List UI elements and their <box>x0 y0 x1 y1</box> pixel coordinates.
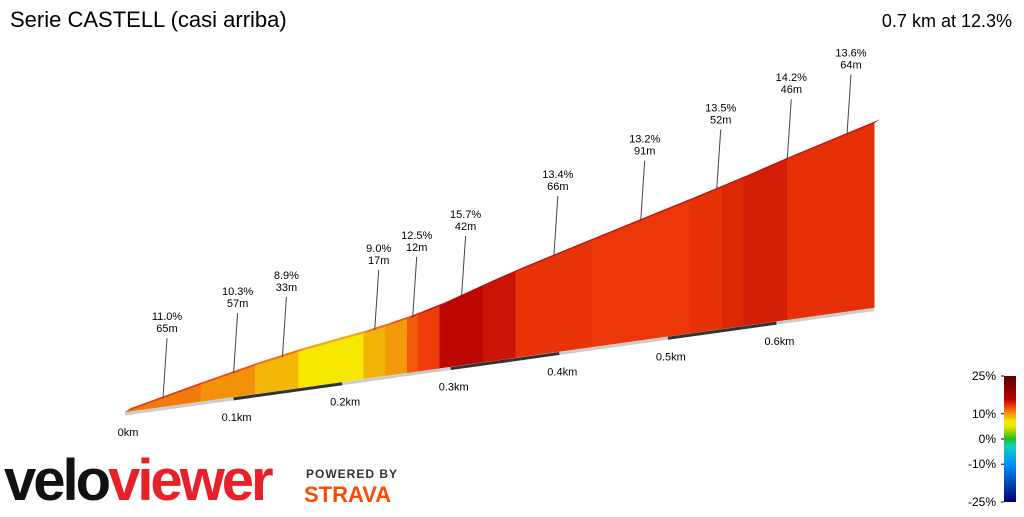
top-edge <box>407 310 425 319</box>
summary: 0.7 km at 12.3% <box>882 11 1012 31</box>
top-edge <box>591 196 696 241</box>
annotation-length: 52m <box>710 114 731 126</box>
x-tick-label: 0.2km <box>330 397 360 409</box>
colorbar-label: 0% <box>979 432 997 446</box>
distance-band <box>450 351 560 371</box>
top-edge <box>385 314 414 327</box>
colorbar <box>1004 376 1016 502</box>
chart-title: Serie CASTELL (casi arriba) <box>10 7 287 32</box>
annotation-grade: 13.4% <box>542 169 573 181</box>
colorbar-label: -25% <box>968 495 996 509</box>
colorbar-label: 25% <box>972 369 996 383</box>
annotation-leader <box>374 269 380 330</box>
x-tick-label: 0.4km <box>547 366 577 378</box>
colorbar-label: 10% <box>972 407 996 421</box>
annotation-leader <box>281 296 287 357</box>
annotation-grade: 13.5% <box>705 102 736 114</box>
top-edge <box>298 329 370 352</box>
strava-logo: STRAVA <box>304 482 391 507</box>
top-edge <box>418 302 446 315</box>
x-tick-label: 0.5km <box>656 351 686 363</box>
top-edge <box>515 236 598 272</box>
annotation-grade: 14.2% <box>776 72 807 84</box>
annotation-length: 46m <box>781 84 802 96</box>
logo-velo: velo <box>4 448 110 512</box>
x-tick-label: 0.6km <box>764 336 794 348</box>
annotation-leader <box>716 129 722 190</box>
annotation-length: 64m <box>840 59 861 71</box>
x-tick-label: 0.1km <box>222 412 252 424</box>
colorbar-label: -10% <box>968 457 996 471</box>
annotation-length: 57m <box>227 298 248 310</box>
annotation-grade: 11.0% <box>152 311 183 323</box>
annotation-leader <box>846 74 852 135</box>
grade-segment <box>591 200 690 348</box>
top-edge <box>689 183 729 201</box>
top-edge <box>125 380 207 412</box>
distance-band <box>667 321 777 340</box>
annotation-grade: 12.5% <box>401 230 432 242</box>
grade-segment <box>385 318 408 377</box>
grade-segment <box>482 271 517 363</box>
top-edge <box>722 174 750 188</box>
annotation-leader <box>412 256 418 317</box>
annotation-grade: 13.2% <box>629 134 660 146</box>
grade-segment <box>743 158 788 327</box>
annotation-length: 66m <box>547 181 568 193</box>
grade-segment <box>417 305 441 372</box>
x-tick-label: 0km <box>118 427 139 439</box>
annotation-grade: 9.0% <box>366 243 391 255</box>
annotation-length: 65m <box>156 323 177 335</box>
annotation-leader <box>553 196 559 257</box>
x-tick-label: 0.3km <box>439 382 469 394</box>
distance-band <box>233 382 343 401</box>
grade-segment <box>406 314 419 373</box>
annotation-leader <box>233 313 239 374</box>
annotation-grade: 10.3% <box>222 286 253 298</box>
top-edge <box>439 282 490 307</box>
annotation-leader <box>786 99 792 160</box>
annotation-leader <box>162 338 168 399</box>
grade-segment <box>439 285 484 369</box>
grade-segment <box>515 240 593 358</box>
annotation-leader <box>640 160 646 221</box>
annotation-grade: 13.6% <box>835 47 866 59</box>
top-edge <box>787 119 881 160</box>
top-edge <box>743 155 794 179</box>
annotation-grade: 8.9% <box>274 270 299 282</box>
grade-segment <box>363 325 386 380</box>
top-edge <box>201 361 262 385</box>
annotation-length: 12m <box>406 242 427 254</box>
grade-segment <box>689 186 723 334</box>
top-edge <box>255 347 305 366</box>
annotation-length: 42m <box>455 221 476 233</box>
annotation-leader <box>461 236 467 297</box>
top-edge <box>483 267 522 287</box>
annotation-length: 91m <box>634 146 655 158</box>
logo-viewer: viewer <box>108 448 273 512</box>
top-edge <box>363 322 392 334</box>
logo-veloviewer: veloviewer <box>4 448 273 512</box>
annotation-grade: 15.7% <box>450 209 481 221</box>
annotation-length: 17m <box>368 255 389 267</box>
powered-by: POWERED BY <box>306 467 398 481</box>
grade-segment <box>721 177 745 330</box>
annotation-length: 33m <box>276 282 297 294</box>
